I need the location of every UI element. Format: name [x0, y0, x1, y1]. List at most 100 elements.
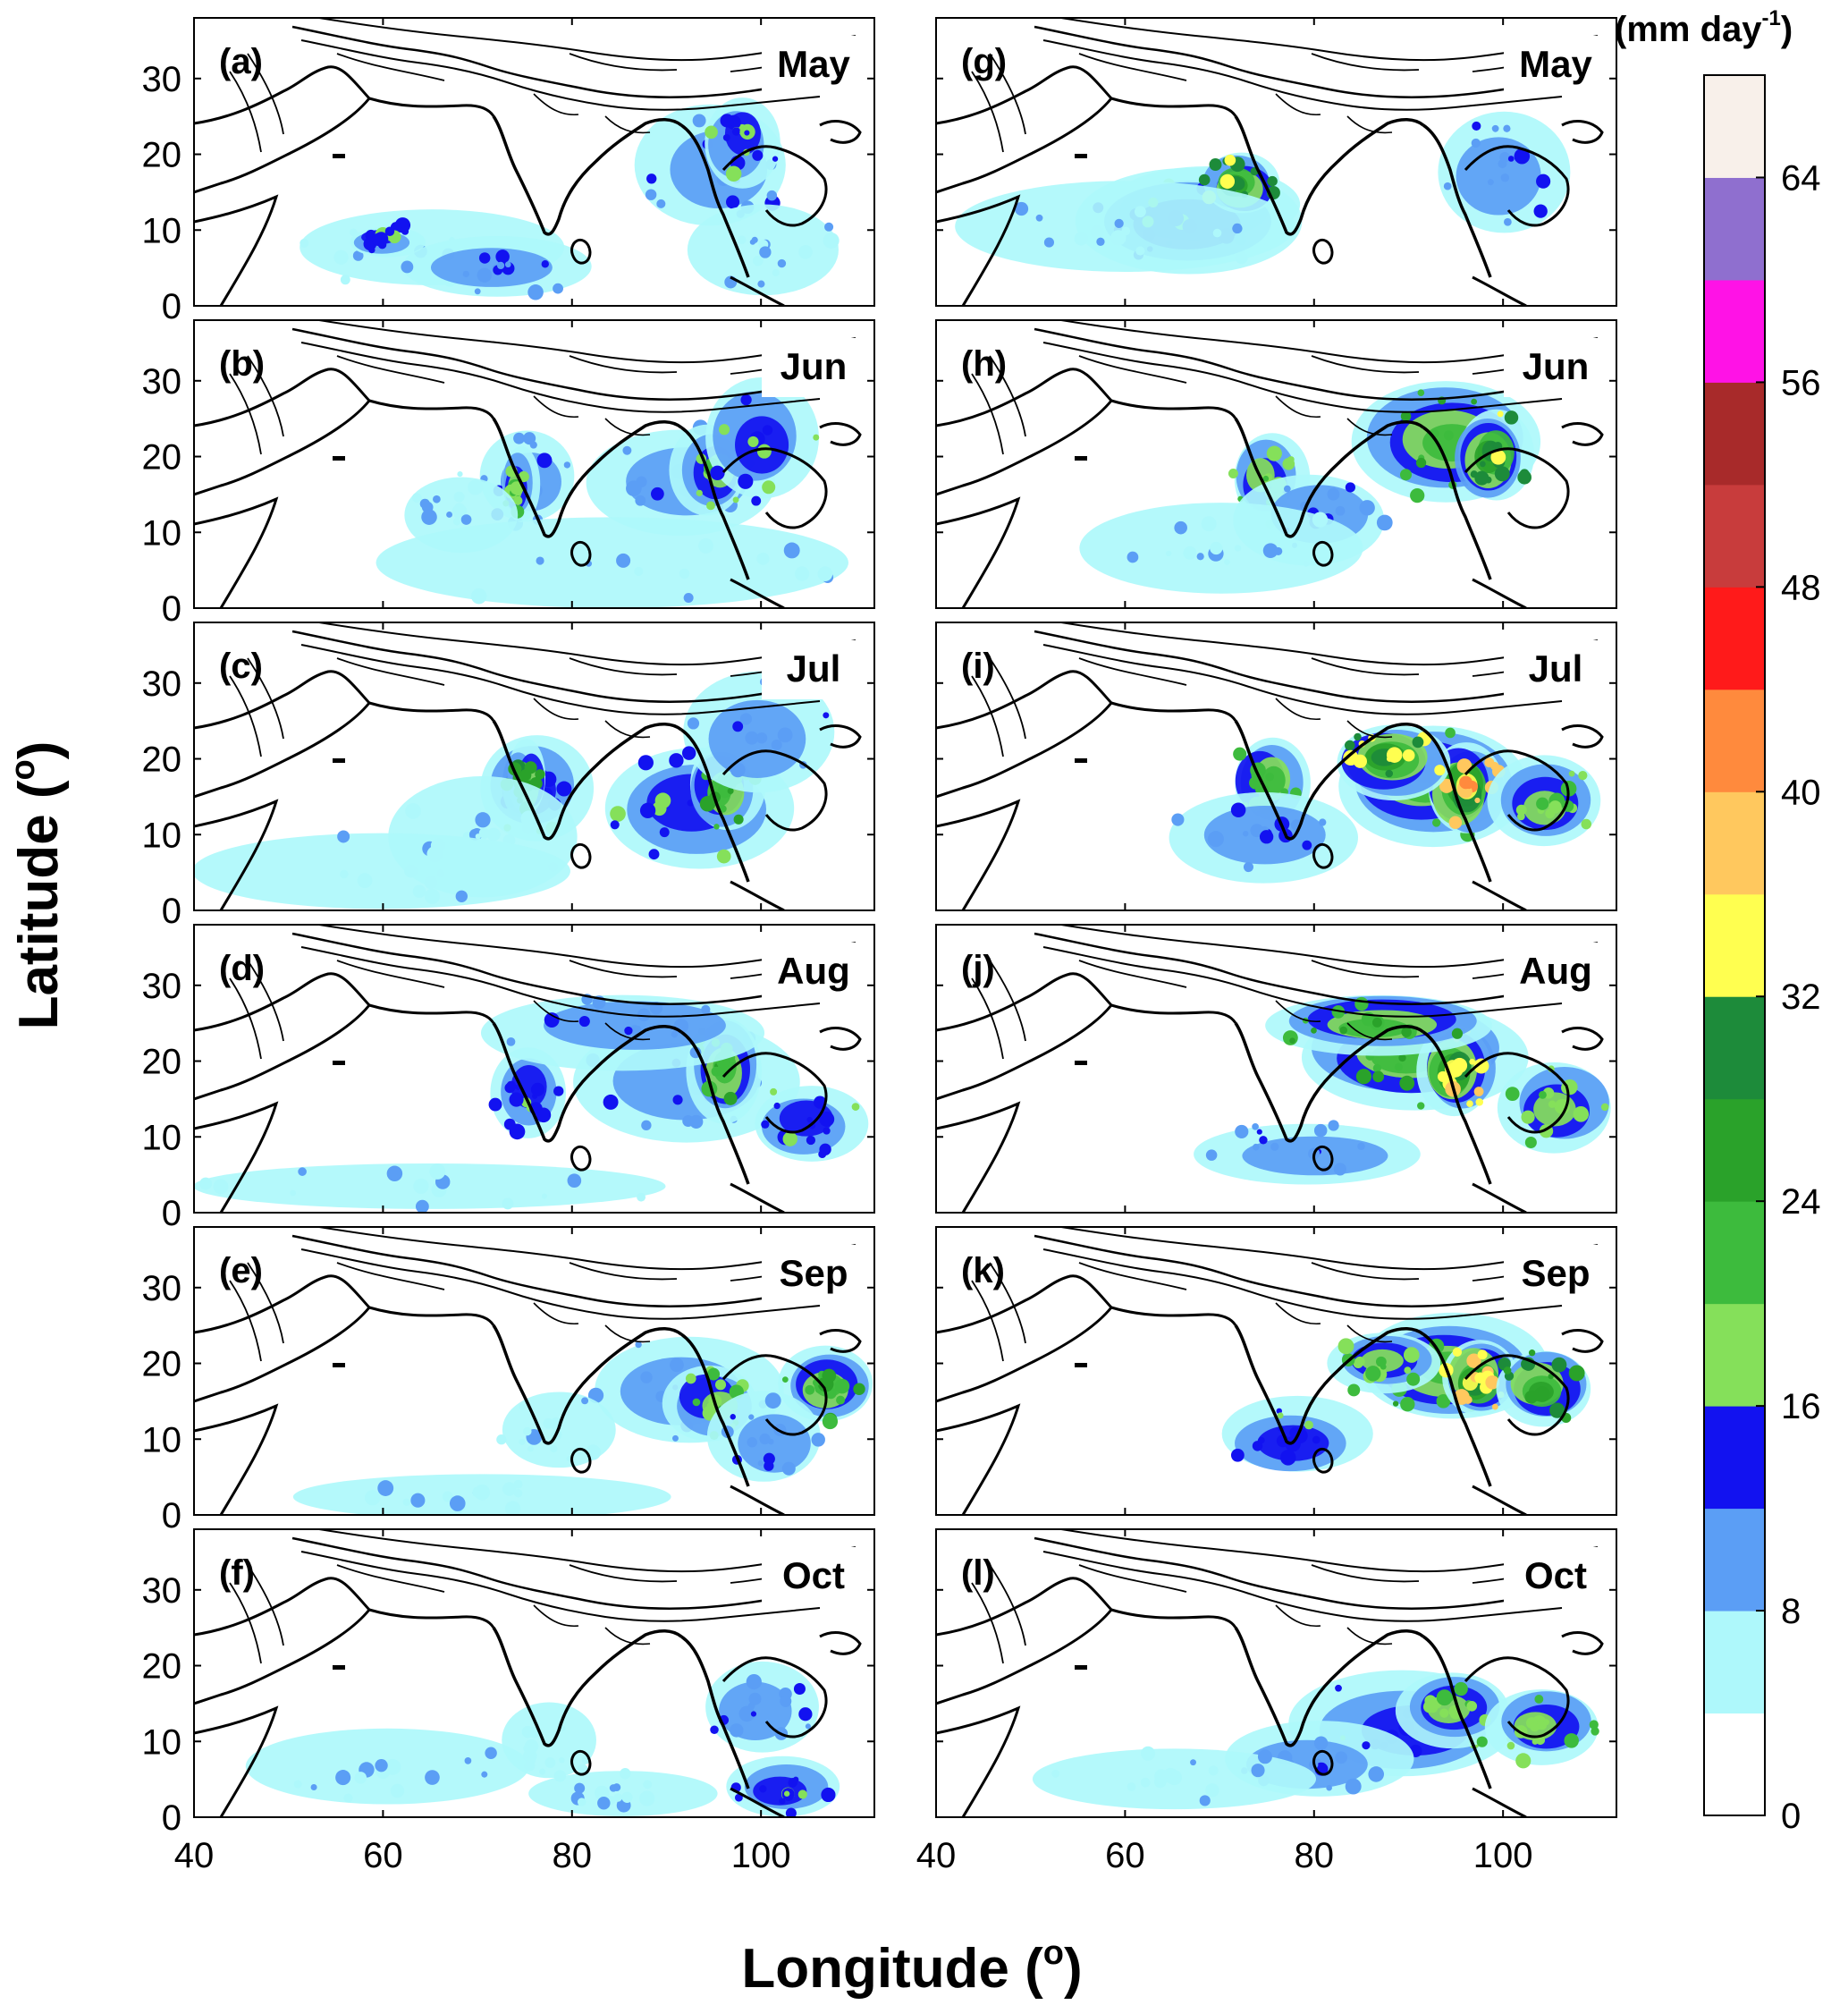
rain-speck [757, 280, 765, 288]
month-label: May [1519, 43, 1592, 85]
rain-speck [1549, 1402, 1565, 1418]
rain-speck [748, 1692, 762, 1705]
rain-speck [1232, 223, 1243, 234]
rain-speck [1491, 1403, 1498, 1410]
rain-speck [1399, 1075, 1415, 1091]
rain-speck [1591, 1727, 1599, 1736]
rain-speck [1302, 840, 1312, 850]
rain-speck [527, 1445, 534, 1452]
rain-speck [509, 1123, 526, 1140]
rain-speck [637, 1192, 646, 1202]
panel-tag: (e) [219, 1251, 263, 1290]
rain-speck [405, 803, 421, 819]
rain-speck [753, 255, 764, 266]
rain-speck [1534, 1695, 1544, 1704]
month-label: Oct [1524, 1554, 1587, 1596]
rain-speck [609, 1784, 618, 1792]
rain-patch [955, 181, 1295, 272]
rain-speck [626, 480, 642, 496]
rain-speck [752, 149, 764, 161]
colorbar-segment [1704, 689, 1765, 792]
y-tick-label: 30 [142, 967, 182, 1006]
panel-frame [935, 17, 1617, 307]
rain-speck [782, 1131, 797, 1146]
rain-speck [478, 252, 491, 264]
rain-speck [502, 1482, 517, 1496]
rain-speck [646, 173, 657, 184]
rain-speck [745, 731, 759, 745]
rain-speck [1127, 551, 1139, 563]
rain-speck [1304, 1420, 1313, 1430]
rain-speck [436, 869, 445, 877]
rain-speck [536, 1107, 552, 1123]
colorbar-segment [1704, 1303, 1765, 1407]
rain-speck [730, 1414, 736, 1420]
colorbar-tick-label: 48 [1781, 568, 1821, 607]
rainfall-field [292, 1336, 873, 1515]
rain-speck [1201, 516, 1217, 532]
map-panel: 30 20 10 0 (e) Sep [142, 1226, 875, 1535]
rain-speck [453, 491, 465, 503]
rain-speck [536, 453, 553, 469]
rain-speck [1289, 1037, 1295, 1044]
rain-speck [1581, 818, 1592, 830]
rain-speck [1447, 1062, 1464, 1078]
rain-speck [759, 246, 772, 258]
rain-speck [1354, 1356, 1365, 1367]
rain-speck [823, 1127, 831, 1135]
panel-frame [935, 1528, 1617, 1818]
rain-speck [793, 1682, 806, 1695]
rain-speck [1400, 1397, 1415, 1412]
rain-speck [1445, 727, 1456, 739]
rain-speck [1353, 754, 1367, 768]
rain-speck [616, 553, 631, 568]
rain-speck [731, 127, 741, 136]
rain-speck [429, 1163, 446, 1180]
month-label-box [762, 1245, 865, 1304]
rain-speck [1494, 466, 1510, 482]
rain-speck [1500, 173, 1510, 182]
rain-speck [1270, 1142, 1279, 1151]
rain-speck [1538, 1090, 1547, 1099]
rain-speck [446, 512, 453, 518]
rain-speck [788, 1778, 798, 1788]
rain-speck [457, 470, 463, 478]
rain-speck [496, 1434, 507, 1445]
panel-frame [193, 17, 875, 307]
rain-speck [671, 1030, 679, 1038]
rain-speck [635, 1341, 642, 1349]
rain-speck [634, 1025, 642, 1033]
rain-speck [1464, 1395, 1472, 1404]
rain-speck [813, 434, 820, 441]
rain-speck [683, 592, 694, 603]
rain-speck [1474, 1372, 1486, 1384]
panel-tag: (h) [961, 344, 1007, 384]
rain-speck [1487, 179, 1494, 186]
rain-speck [1224, 154, 1236, 166]
y-tick-label: 10 [142, 513, 182, 553]
rain-speck [513, 432, 525, 444]
rain-speck [1280, 1450, 1296, 1466]
rain-speck [343, 1793, 353, 1803]
rain-speck [1474, 797, 1481, 804]
rain-speck [1410, 487, 1425, 503]
rain-speck [1452, 1347, 1463, 1358]
rain-speck [1327, 487, 1340, 501]
rain-speck [822, 1413, 839, 1430]
rain-speck [530, 1082, 545, 1096]
rain-speck [759, 448, 766, 455]
rain-speck [785, 1807, 797, 1817]
rain-speck [1205, 1149, 1218, 1161]
rain-speck [699, 796, 716, 812]
rain-speck [818, 1150, 827, 1159]
panel-frame [935, 319, 1617, 609]
rain-speck [1491, 124, 1499, 132]
rain-speck [527, 284, 544, 300]
rain-speck [781, 1376, 789, 1383]
rain-speck [1371, 1017, 1382, 1028]
rain-speck [333, 250, 349, 265]
rain-speck [777, 727, 793, 743]
rain-speck [1466, 1353, 1481, 1368]
rain-speck [475, 833, 482, 840]
